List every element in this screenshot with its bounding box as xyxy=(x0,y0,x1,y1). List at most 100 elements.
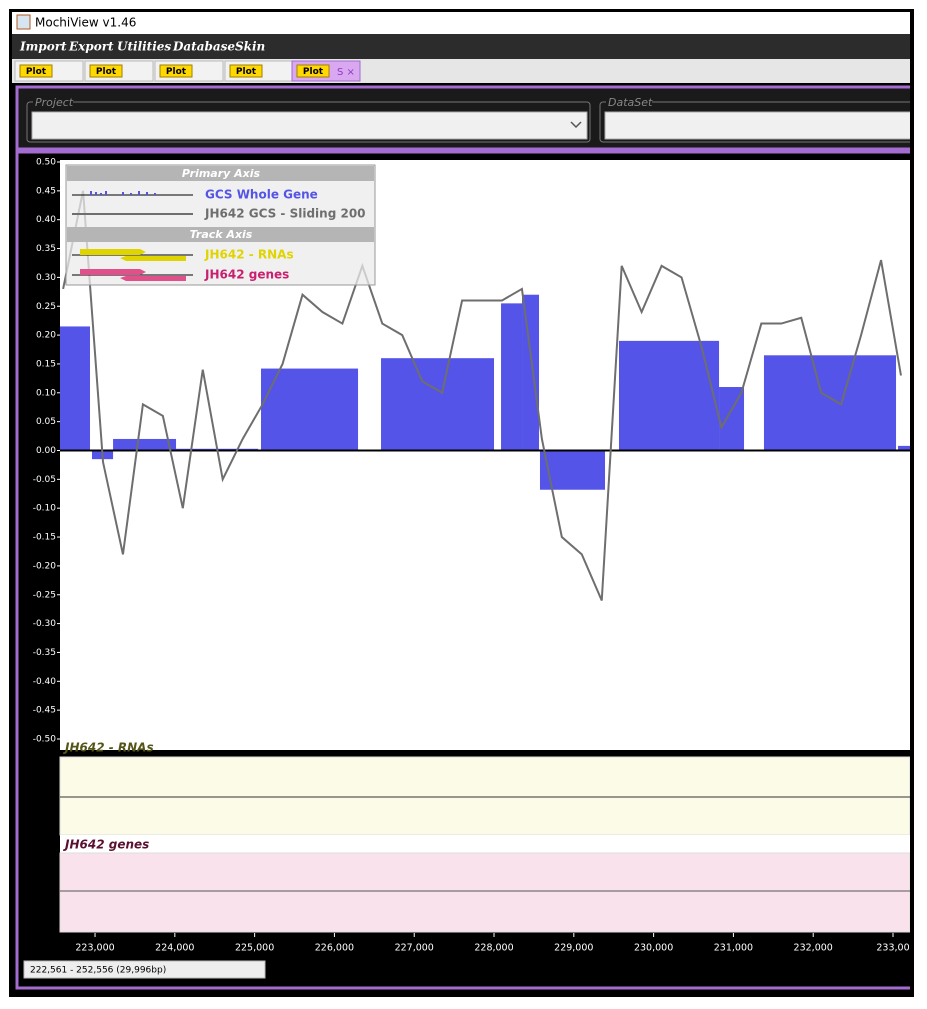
legend-swatch xyxy=(80,269,146,275)
bar xyxy=(763,355,897,451)
legend-swatch xyxy=(100,193,102,195)
y-tick-label: 0.25 xyxy=(36,302,56,312)
y-tick-label: -0.50 xyxy=(33,735,57,745)
legend-swatch xyxy=(130,193,132,195)
legend-heading-bg xyxy=(67,227,374,242)
legend-swatch xyxy=(90,191,92,195)
y-tick-label: -0.45 xyxy=(33,706,56,716)
y-tick-label: -0.35 xyxy=(33,648,56,658)
legend-swatch xyxy=(138,191,140,195)
tab-badge xyxy=(296,64,330,78)
window-title: MochiView v1.46 xyxy=(35,16,136,30)
app-icon xyxy=(16,14,31,30)
label-bg xyxy=(33,98,73,108)
x-tick-label: 227,000 xyxy=(395,943,434,954)
bar xyxy=(501,303,523,451)
x-tick-label: 233,00 xyxy=(876,943,909,954)
label-bg xyxy=(606,98,652,108)
x-tick-label: 230,000 xyxy=(634,943,673,954)
tab-badge xyxy=(89,64,123,78)
project-combo[interactable] xyxy=(31,111,588,140)
legend-heading-bg xyxy=(67,166,374,181)
tab-badge xyxy=(159,64,193,78)
tab-label: Plot xyxy=(26,67,47,77)
bar xyxy=(539,450,606,490)
project-label: Project xyxy=(35,96,74,109)
y-tick-label: -0.10 xyxy=(33,504,57,514)
y-tick-label: 0.15 xyxy=(36,359,56,369)
bar xyxy=(522,294,540,451)
legend-swatch xyxy=(120,276,186,281)
y-tick-label: -0.30 xyxy=(33,619,57,629)
y-tick-label: 0.05 xyxy=(36,417,56,427)
y-tick-label: 0.50 xyxy=(36,158,56,168)
tab-label: Plot xyxy=(303,67,324,77)
combo-arrow xyxy=(570,121,582,129)
dataset-label: DataSet xyxy=(608,96,653,109)
menu-bar xyxy=(12,34,910,59)
bar xyxy=(381,358,495,451)
status-box xyxy=(23,960,266,979)
tab-badge xyxy=(19,64,53,78)
y-tick-label: -0.25 xyxy=(33,590,56,600)
x-tick-label: 226,000 xyxy=(315,943,354,954)
line xyxy=(62,190,902,601)
menu-item[interactable]: Database xyxy=(172,40,235,54)
y-tick-label: -0.20 xyxy=(33,561,57,571)
x-tick-label: 225,000 xyxy=(235,943,274,954)
tab-close[interactable]: S × xyxy=(337,67,355,78)
y-tick-label: 0.45 xyxy=(36,186,56,196)
plot: (ybdKybzIybdOybxGcsgAybxHcypCybeCybdMybd… xyxy=(60,190,910,601)
status-text: 222,561 - 252,556 (29,996bp) xyxy=(30,966,166,976)
dataset-combo[interactable] xyxy=(604,111,925,140)
legend-swatch xyxy=(80,249,146,255)
tab-label: Plot xyxy=(166,67,187,77)
y-tick-label: 0.10 xyxy=(36,388,56,398)
menu-item[interactable]: Import xyxy=(19,40,67,54)
y-tick-label: 0.30 xyxy=(36,273,56,283)
menu-item[interactable]: Utilities xyxy=(117,40,171,54)
menu-item[interactable]: Skin xyxy=(235,40,265,54)
bar xyxy=(898,445,910,451)
y-tick-label: -0.15 xyxy=(33,533,56,543)
x-tick-label: 223,000 xyxy=(75,943,114,954)
legend-swatch xyxy=(122,192,124,195)
x-tick-label: 231,000 xyxy=(714,943,753,954)
title-bar xyxy=(12,12,910,34)
legend-heading: Primary Axis xyxy=(182,167,261,180)
y-tick-label: -0.40 xyxy=(33,677,57,687)
legend-swatch xyxy=(146,192,148,195)
legend-entry: GCS Whole Gene xyxy=(205,188,318,202)
gene-track xyxy=(59,852,910,933)
track-title: JH642 genes xyxy=(63,838,149,852)
dataset-group xyxy=(599,101,910,143)
menu-item[interactable]: Export xyxy=(68,40,114,54)
legend-heading: Track Axis xyxy=(190,228,253,241)
project-group xyxy=(26,101,591,143)
y-tick-label: 0.35 xyxy=(36,244,56,254)
x-tick-label: 229,000 xyxy=(554,943,593,954)
rna-track xyxy=(59,756,910,836)
y-tick-label: 0.20 xyxy=(36,331,56,341)
legend-entry: JH642 GCS - Sliding 200 xyxy=(204,207,366,221)
legend-entry: JH642 - RNAs xyxy=(204,248,294,262)
y-tick-label: -0.05 xyxy=(33,475,56,485)
legend-swatch xyxy=(120,256,186,261)
x-tick-label: 228,000 xyxy=(474,943,513,954)
x-tick-label: 232,000 xyxy=(794,943,833,954)
bar xyxy=(60,326,91,451)
tab-label: Plot xyxy=(236,67,257,77)
bar xyxy=(719,387,745,451)
tab-label: Plot xyxy=(96,67,117,77)
legend-swatch xyxy=(95,192,97,195)
bar xyxy=(113,438,177,451)
tab-badge xyxy=(229,64,263,78)
legend-swatch xyxy=(105,191,107,195)
track-header xyxy=(60,835,910,853)
legend-swatch xyxy=(154,193,156,195)
y-tick-label: 0.40 xyxy=(36,215,56,225)
y-tick-label: 0.00 xyxy=(36,446,56,456)
bar xyxy=(261,368,359,451)
legend-entry: JH642 genes xyxy=(204,268,289,282)
